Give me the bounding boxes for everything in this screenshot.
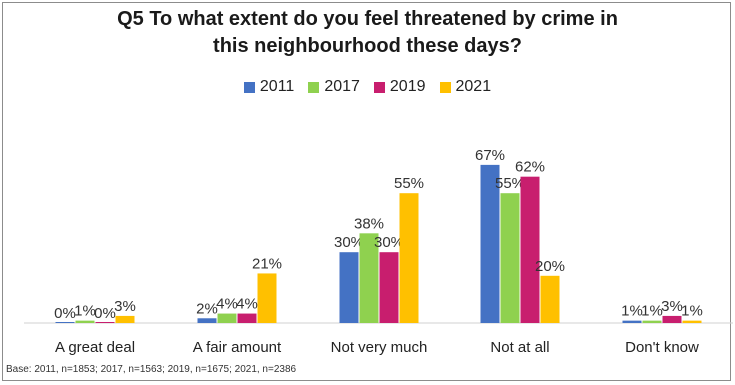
bar-2019-3: [520, 176, 540, 323]
bar-2011-0: [55, 322, 75, 323]
data-label-2017-1: 4%: [216, 296, 238, 313]
legend-item-2017: 2017: [308, 78, 360, 96]
chart-title-line-1: Q5 To what extent do you feel threatened…: [117, 8, 618, 30]
bar-2021-0: [115, 315, 135, 323]
bar-2019-4: [662, 315, 682, 323]
legend-item-2011: 2011: [243, 78, 295, 96]
data-label-2019-1: 4%: [236, 296, 258, 313]
legend-label-2011: 2011: [259, 78, 295, 95]
bar-2011-1: [197, 318, 217, 323]
chart-legend: 2011 2017 2019 2021: [0, 78, 735, 96]
legend-swatch-2019: [373, 81, 385, 93]
bar-2017-4: [642, 320, 662, 323]
data-label-2017-0: 1%: [74, 303, 96, 320]
data-label-2021-3: 20%: [535, 258, 565, 275]
legend-label-2021: 2021: [455, 78, 492, 95]
bar-2017-2: [359, 233, 379, 323]
data-label-2019-4: 3%: [661, 298, 683, 315]
chart-title: Q5 To what extent do you feel threatened…: [0, 6, 735, 60]
data-label-2011-2: 30%: [334, 234, 364, 251]
bar-2017-0: [75, 320, 95, 323]
bar-2019-1: [237, 313, 257, 323]
legend-swatch-2017: [308, 81, 320, 93]
legend-swatch-2011: [243, 81, 255, 93]
base-note: Base: 2011, n=1853; 2017, n=1563; 2019, …: [6, 364, 297, 375]
data-label-2011-3: 67%: [475, 147, 505, 164]
bar-2021-3: [540, 275, 560, 323]
bar-2021-1: [257, 273, 277, 323]
bar-2021-4: [682, 320, 702, 323]
legend-item-2021: 2021: [439, 78, 492, 96]
data-label-2019-3: 62%: [515, 159, 545, 176]
bar-2011-2: [339, 252, 359, 323]
bar-2019-0: [95, 322, 115, 323]
bar-2019-2: [379, 252, 399, 323]
category-label-2: Not very much: [331, 339, 428, 356]
data-label-2011-0: 0%: [54, 305, 76, 322]
legend-label-2019: 2019: [389, 78, 426, 95]
bar-2011-3: [480, 164, 500, 323]
legend-label-2017: 2017: [324, 78, 360, 95]
data-label-2011-4: 1%: [621, 303, 643, 320]
data-label-2011-1: 2%: [196, 300, 218, 317]
data-label-2021-0: 3%: [114, 298, 136, 315]
category-label-3: Not at all: [490, 339, 549, 356]
bar-2011-4: [622, 320, 642, 323]
data-label-2021-1: 21%: [252, 255, 282, 272]
category-label-0: A great deal: [55, 339, 135, 356]
data-label-2019-0: 0%: [94, 305, 116, 322]
legend-item-2019: 2019: [373, 78, 426, 96]
category-label-1: A fair amount: [193, 339, 282, 356]
bar-2017-1: [217, 313, 237, 323]
category-label-4: Don't know: [625, 339, 699, 356]
bar-2017-3: [500, 193, 520, 323]
data-label-2017-4: 1%: [641, 303, 663, 320]
data-label-2017-2: 38%: [354, 215, 384, 232]
legend-swatch-2021: [439, 81, 451, 93]
data-label-2019-2: 30%: [374, 234, 404, 251]
bar-2021-2: [399, 193, 419, 323]
data-label-2017-3: 55%: [495, 175, 525, 192]
chart-title-line-2: this neighbourhood these days?: [213, 35, 522, 57]
data-label-2021-2: 55%: [394, 175, 424, 192]
data-label-2021-4: 1%: [681, 303, 703, 320]
